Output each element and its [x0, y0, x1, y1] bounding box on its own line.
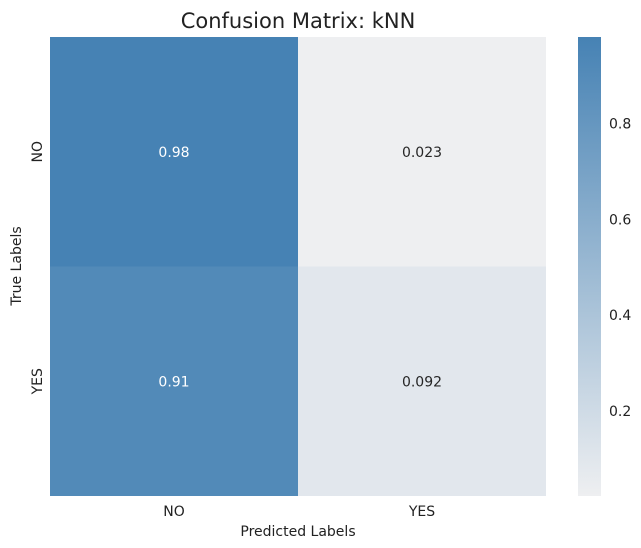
y-axis-label: True Labels: [9, 226, 25, 306]
heatmap-cell: [298, 266, 546, 496]
heatmap-cell-labels: 0.98 0.023 0.91 0.092: [158, 145, 442, 391]
heatmap-cell-label: 0.023: [402, 145, 442, 161]
colorbar-tick-label: 0.8: [609, 116, 631, 132]
y-tick-label: NO: [30, 141, 46, 163]
heatmap-cells: [50, 37, 546, 496]
heatmap-cell: [298, 37, 546, 267]
heatmap-cell-label: 0.092: [402, 374, 442, 390]
heatmap-cell-label: 0.91: [158, 374, 189, 390]
chart-title: Confusion Matrix: kNN: [181, 9, 416, 33]
x-tick-label: NO: [163, 504, 185, 520]
heatmap-cell: [50, 37, 298, 267]
heatmap-cell-label: 0.98: [158, 145, 189, 161]
heatmap-cell: [50, 266, 298, 496]
colorbar-tick-label: 0.4: [609, 308, 631, 324]
colorbar: [578, 37, 601, 496]
x-axis-label: Predicted Labels: [240, 524, 355, 540]
y-tick-label: YES: [30, 368, 46, 395]
colorbar-tick-label: 0.2: [609, 404, 631, 420]
x-axis-ticks: NO YES: [163, 504, 435, 520]
colorbar-ticks: 0.2 0.4 0.6 0.8: [609, 116, 631, 420]
y-axis-ticks: NO YES: [30, 141, 46, 395]
colorbar-tick-label: 0.6: [609, 212, 631, 228]
x-tick-label: YES: [408, 504, 435, 520]
